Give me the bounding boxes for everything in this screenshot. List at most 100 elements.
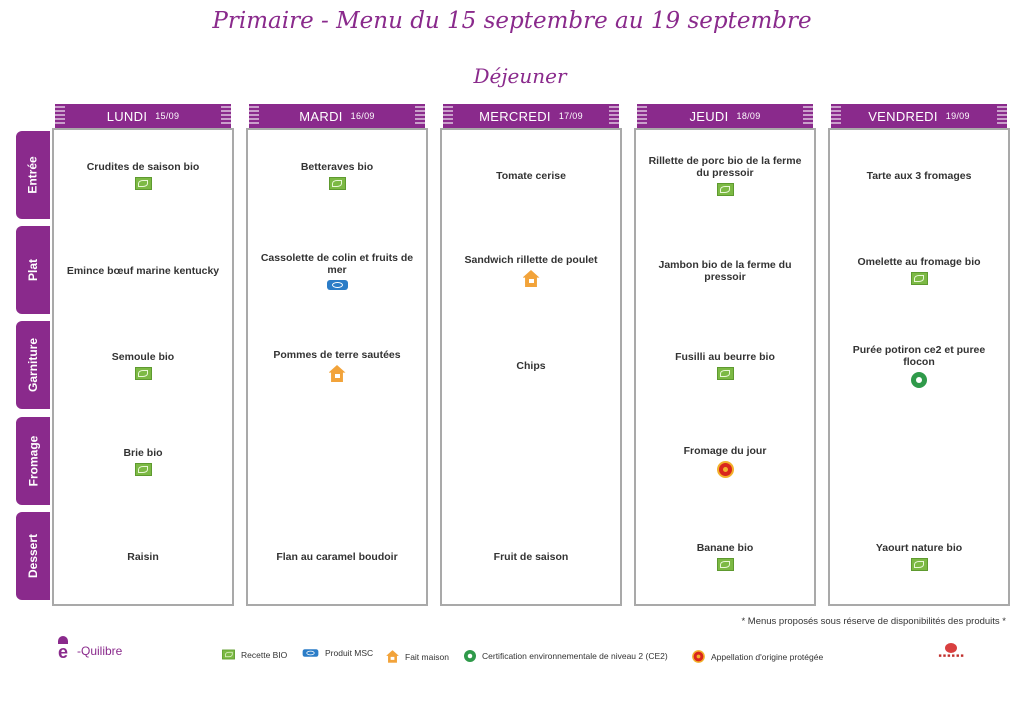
dish-name: Crudites de saison bio: [86, 161, 200, 173]
legend-label: Certification environnementale de niveau…: [482, 651, 668, 661]
availability-note: * Menus proposés sous réserve de disponi…: [741, 616, 1006, 627]
legend-item: Fait maison: [384, 648, 449, 665]
day-name: MARDI: [299, 108, 343, 124]
dish-name: Pommes de terre sautées: [273, 349, 401, 361]
menu-cell: [828, 414, 1010, 509]
menu-cell: Cassolette de colin et fruits de mer: [246, 223, 428, 318]
day-name: MERCREDI: [479, 108, 551, 124]
course-label: Dessert: [26, 533, 40, 579]
dish-name: Semoule bio: [111, 351, 175, 363]
bio-leaf-icon: [716, 558, 734, 571]
course-tab: Garniture: [16, 321, 50, 409]
ce2-globe-icon: [464, 650, 476, 662]
bio-leaf-icon: [222, 649, 235, 660]
dish-name: Cassolette de colin et fruits de mer: [260, 251, 414, 276]
legend-item: Recette BIO: [220, 648, 287, 661]
menu-cell: Emince bœuf marine kentucky: [52, 223, 234, 318]
menu-cell: Tarte aux 3 fromages: [828, 128, 1010, 223]
dish-name: Yaourt nature bio: [875, 542, 963, 554]
menu-cell: Rillette de porc bio de la ferme du pres…: [634, 128, 816, 223]
bio-leaf-icon: [134, 177, 152, 190]
day-column-vendredi: [828, 128, 1010, 606]
course-label: Garniture: [26, 337, 41, 393]
day-name: JEUDI: [689, 108, 729, 124]
menu-cell: Raisin: [52, 509, 234, 604]
bio-leaf-icon: [328, 177, 346, 190]
day-date: 17/09: [558, 111, 583, 121]
aop-seal-icon: [716, 461, 734, 478]
menu-cell: Purée potiron ce2 et puree flocon: [828, 318, 1010, 413]
dish-name: Flan au caramel boudoir: [276, 550, 398, 563]
course-label: Entrée: [26, 156, 41, 194]
dish-name: Rillette de porc bio de la ferme du pres…: [648, 155, 802, 179]
course-tab: Entrée: [16, 131, 50, 219]
legend-label: Produit MSC: [325, 648, 374, 658]
menu-cell: [440, 414, 622, 509]
msc-fish-icon: [326, 279, 348, 290]
msc-fish-icon: [302, 649, 319, 657]
dish-name: Chips: [516, 359, 546, 372]
bio-leaf-icon: [134, 463, 152, 476]
menu-cell: Fruit de saison: [440, 509, 622, 604]
menu-cell: Brie bio: [52, 414, 234, 509]
menu-cell: Fromage du jour: [634, 414, 816, 509]
menu-cell: Omelette au fromage bio: [828, 223, 1010, 318]
brand-icon: [945, 643, 957, 653]
brand-mark: ■ ■ ■ ■ ■ ■: [938, 653, 964, 659]
legend-item: Appellation d'origine protégée: [690, 648, 823, 665]
course-label: Fromage: [26, 435, 40, 487]
dish-name: Tomate cerise: [496, 169, 566, 182]
day-header-lundi: LUNDI 15/09: [51, 104, 235, 128]
course-tab: Fromage: [16, 417, 50, 505]
course-tab: Dessert: [16, 512, 50, 600]
brand-logo: ■ ■ ■ ■ ■ ■: [928, 643, 974, 659]
menu-cell: Banane bio: [634, 509, 816, 604]
chef-hat-icon: e: [58, 636, 68, 661]
menu-cell: Flan au caramel boudoir: [246, 509, 428, 604]
dish-name: Betteraves bio: [300, 161, 374, 173]
menu-cell: Betteraves bio: [246, 128, 428, 223]
day-date: 19/09: [945, 111, 970, 121]
page-title: Primaire - Menu du 15 septembre au 19 se…: [212, 8, 812, 34]
dish-name: Purée potiron ce2 et puree flocon: [852, 343, 986, 368]
day-name: LUNDI: [106, 108, 148, 124]
day-column-mercredi: [440, 128, 622, 606]
menu-cell: Chips: [440, 318, 622, 413]
dish-name: Brie bio: [123, 447, 163, 459]
day-header-vendredi: VENDREDI 19/09: [827, 104, 1011, 128]
menu-cell: Yaourt nature bio: [828, 509, 1010, 604]
menu-cell: Pommes de terre sautées: [246, 318, 428, 413]
dish-name: Jambon bio de la ferme du pressoir: [658, 258, 792, 283]
homemade-house-icon: [328, 365, 346, 382]
legend-label: Recette BIO: [241, 649, 288, 660]
menu-cell: [246, 414, 428, 509]
day-header-mercredi: MERCREDI 17/09: [439, 104, 623, 128]
bio-leaf-icon: [910, 272, 928, 285]
menu-cell: Crudites de saison bio: [52, 128, 234, 223]
meal-title: Déjeuner: [473, 64, 567, 88]
menu-cell: Tomate cerise: [440, 128, 622, 223]
day-date: 18/09: [736, 111, 761, 121]
ce2-globe-icon: [911, 371, 927, 388]
menu-cell: Fusilli au beurre bio: [634, 318, 816, 413]
legend-item: Produit MSC: [300, 648, 373, 658]
bio-leaf-icon: [716, 183, 734, 196]
course-tab: Plat: [16, 226, 50, 314]
day-header-mardi: MARDI 16/09: [245, 104, 429, 128]
day-date: 16/09: [350, 111, 375, 121]
bio-leaf-icon: [716, 367, 734, 380]
dish-name: Raisin: [127, 550, 159, 563]
menu-cell: Semoule bio: [52, 318, 234, 413]
dish-name: Banane bio: [696, 542, 754, 554]
bio-leaf-icon: [134, 367, 152, 380]
course-label: Plat: [25, 258, 40, 282]
equilibre-logo: e -Quilibre: [58, 636, 122, 661]
aop-seal-icon: [692, 650, 705, 663]
menu-cell: Jambon bio de la ferme du pressoir: [634, 223, 816, 318]
dish-name: Fusilli au beurre bio: [675, 351, 775, 363]
homemade-house-icon: [386, 650, 399, 663]
dish-name: Omelette au fromage bio: [857, 256, 981, 268]
day-date: 15/09: [155, 111, 180, 121]
dish-name: Sandwich rillette de poulet: [464, 254, 598, 266]
bio-leaf-icon: [910, 558, 928, 571]
